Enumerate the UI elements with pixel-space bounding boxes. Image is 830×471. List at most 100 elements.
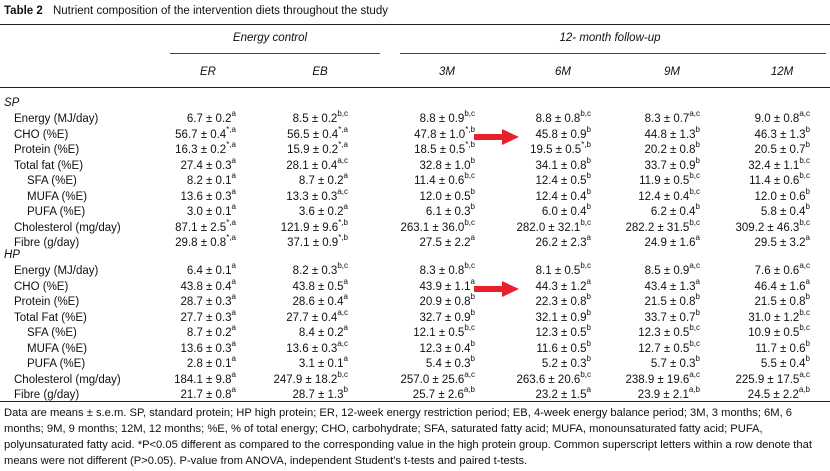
- cell-superscript: b,c: [337, 109, 348, 119]
- cell-value: 32.4 ± 1.1: [748, 159, 800, 172]
- cell-value: 32.7 ± 0.9: [419, 311, 471, 324]
- cell-superscript: b,c: [464, 261, 475, 271]
- cell-value: 8.3 ± 0.7: [644, 113, 690, 125]
- table-cell: 32.4 ± 1.1b,c: [720, 156, 810, 172]
- cell-value: 5.5 ± 0.4: [760, 358, 806, 370]
- cell-superscript: a: [805, 276, 810, 286]
- energy-control-rule: [170, 53, 380, 54]
- cell-value: 25.7 ± 2.6: [412, 389, 464, 401]
- cell-value: 43.9 ± 1.1: [419, 280, 471, 293]
- cell-value: 257.0 ± 25.6: [400, 373, 465, 386]
- table-row: PUFA (%E) 3.0 ± 0.1a 3.6 ± 0.2a 6.1 ± 0.3b 6…: [0, 203, 830, 222]
- table-cell: 121.9 ± 9.6*,b: [258, 218, 348, 233]
- row-label: Protein (%E): [14, 296, 80, 308]
- table-cell: 21.5 ± 0.8b: [610, 293, 700, 308]
- cell-superscript: b: [470, 202, 475, 212]
- cell-value: 20.9 ± 0.8: [419, 296, 471, 308]
- cell-superscript: a,c: [799, 109, 810, 119]
- cell-superscript: b,c: [689, 338, 700, 348]
- table-cell: 8.5 ± 0.9a,c: [610, 262, 700, 277]
- table-cell: 6.2 ± 0.4b: [610, 203, 700, 218]
- cell-value: 8.7 ± 0.2: [298, 175, 344, 187]
- cell-superscript: b: [805, 292, 810, 302]
- table-cell: 22.3 ± 0.8b: [501, 293, 591, 308]
- table-cell: 29.8 ± 0.8*,a: [146, 234, 236, 249]
- cell-superscript: a: [231, 155, 236, 165]
- cell-superscript: b: [470, 338, 475, 348]
- cell-superscript: a: [231, 354, 236, 364]
- cell-value: 45.8 ± 0.9: [535, 128, 587, 141]
- table-cell: 20.9 ± 0.8b: [385, 293, 475, 308]
- table-cell: 3.1 ± 0.1a: [258, 355, 348, 370]
- cell-value: 8.5 ± 0.9: [644, 265, 690, 277]
- cell-superscript: b: [586, 354, 591, 364]
- cell-superscript: a: [231, 338, 236, 348]
- table-cell: 2.8 ± 0.1a: [146, 355, 236, 370]
- cell-value: 12.7 ± 0.5: [638, 342, 690, 355]
- cell-superscript: b,c: [799, 307, 810, 317]
- row-label: PUFA (%E): [27, 206, 86, 218]
- table-cell: 6.0 ± 0.4b: [501, 203, 591, 218]
- cell-superscript: b: [470, 155, 475, 165]
- cell-value: 12.1 ± 0.5: [413, 327, 465, 339]
- cell-superscript: a: [343, 323, 348, 333]
- table-cell: 10.9 ± 0.5b,c: [720, 324, 810, 339]
- cell-value: 20.5 ± 0.7: [754, 144, 806, 156]
- cell-superscript: a: [231, 109, 236, 119]
- cell-value: 11.7 ± 0.6: [755, 342, 806, 355]
- table-cell: 13.6 ± 0.3a: [146, 187, 236, 202]
- cell-value: 33.7 ± 0.7: [644, 311, 696, 324]
- cell-value: 8.5 ± 0.2: [292, 113, 338, 125]
- row-label: Fibre (g/day): [14, 389, 80, 401]
- row-label: Cholesterol (mg/day): [14, 373, 121, 386]
- cell-superscript: a: [231, 261, 236, 271]
- table-cell: 20.5 ± 0.7b: [720, 141, 810, 156]
- table-cell: 238.9 ± 19.6a,c: [610, 370, 700, 385]
- table-cell: 34.1 ± 0.8b: [501, 156, 591, 171]
- right-arrow-icon: [474, 128, 519, 145]
- cell-superscript: b: [470, 354, 475, 364]
- cell-superscript: a: [470, 276, 475, 286]
- cell-value: 3.6 ± 0.2: [298, 206, 344, 218]
- cell-value: 29.8 ± 0.8: [175, 237, 227, 249]
- cell-superscript: b: [470, 307, 475, 317]
- table-cell: 13.6 ± 0.3a,c: [258, 339, 348, 354]
- cell-superscript: b: [695, 202, 700, 212]
- cell-value: 11.9 ± 0.5: [639, 175, 690, 187]
- table-cell: 12.0 ± 0.5b: [385, 187, 475, 202]
- cell-superscript: *,a: [338, 140, 348, 150]
- table-cell: 5.2 ± 0.3b: [501, 355, 591, 370]
- cell-superscript: a: [343, 276, 348, 286]
- cell-superscript: b: [586, 307, 591, 317]
- table-cell: 28.7 ± 1.3b: [258, 386, 348, 401]
- table-cell: 24.5 ± 2.2a,b: [720, 386, 810, 401]
- cell-superscript: b,c: [464, 323, 475, 333]
- table-row: Protein (%E) 16.3 ± 0.2*,a 15.9 ± 0.2*,a 18…: [0, 141, 830, 160]
- cell-superscript: a: [231, 292, 236, 302]
- table-row: MUFA (%E) 13.6 ± 0.3a 13.6 ± 0.3a,c 12.3 ± …: [0, 339, 830, 359]
- cell-superscript: a,c: [464, 369, 475, 379]
- cell-value: 8.3 ± 0.8: [419, 265, 465, 277]
- table-title: Nutrient composition of the intervention…: [52, 5, 388, 17]
- cell-value: 12.3 ± 0.4: [419, 342, 471, 355]
- cell-superscript: *,a: [338, 124, 348, 134]
- cell-superscript: b,c: [580, 261, 591, 271]
- table-cell: 11.7 ± 0.6b: [720, 339, 810, 355]
- table-cell: 32.1 ± 0.9b: [501, 308, 591, 323]
- cell-superscript: b,c: [464, 217, 475, 227]
- cell-value: 24.5 ± 2.2: [747, 389, 799, 401]
- cell-superscript: b,c: [799, 323, 810, 333]
- cell-superscript: *,a: [226, 140, 236, 150]
- column-header-3m: 3M: [439, 66, 455, 78]
- row-label: SFA (%E): [27, 327, 77, 339]
- row-label: Total fat (%E): [14, 159, 84, 172]
- cell-value: 15.9 ± 0.2: [287, 144, 339, 156]
- cell-value: 43.8 ± 0.4: [180, 280, 232, 293]
- table-cell: 8.8 ± 0.8b,c: [501, 110, 591, 125]
- cell-superscript: b,c: [337, 261, 348, 271]
- cell-superscript: a: [231, 186, 236, 196]
- cell-superscript: a: [231, 369, 236, 379]
- cell-value: 28.1 ± 0.4: [286, 159, 338, 172]
- cell-value: 8.7 ± 0.2: [186, 327, 232, 339]
- table-cell: 8.3 ± 0.8b,c: [385, 262, 475, 277]
